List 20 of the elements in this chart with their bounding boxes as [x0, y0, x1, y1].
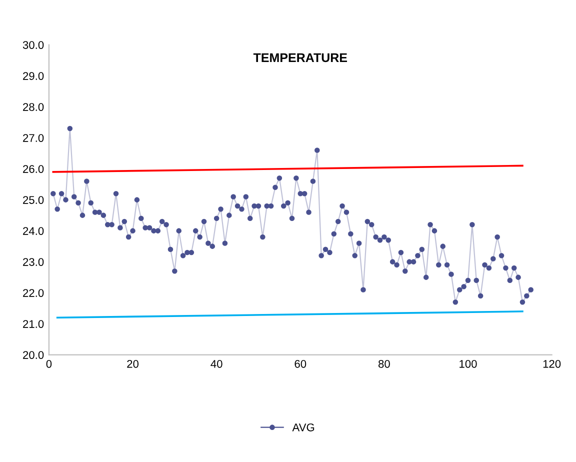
- legend-label: AVG: [292, 423, 314, 432]
- x-tick-label: 120: [543, 360, 561, 368]
- y-tick-label: 20.0: [23, 351, 44, 359]
- y-tick-label: 21.0: [23, 320, 44, 328]
- y-tick-label: 23.0: [23, 258, 44, 266]
- x-tick-label: 0: [46, 360, 52, 368]
- y-tick-label: 30.0: [22, 41, 44, 49]
- y-tick-label: 26.0: [23, 165, 44, 173]
- y-tick-label: 28.0: [23, 103, 44, 111]
- y-tick-label: 24.0: [23, 227, 44, 235]
- y-tick-label: 22.0: [23, 289, 44, 297]
- y-tick-label: 27.0: [23, 134, 44, 142]
- y-tick-label: 29.0: [23, 72, 44, 80]
- x-tick-label: 20: [127, 360, 139, 368]
- x-tick-label: 80: [378, 360, 390, 368]
- x-tick-label: 40: [210, 360, 222, 368]
- text: TEMPERATURE: [253, 53, 348, 62]
- x-tick-label: 100: [460, 360, 477, 368]
- y-tick-label: 25.0: [23, 196, 44, 204]
- x-tick-label: 60: [294, 360, 306, 368]
